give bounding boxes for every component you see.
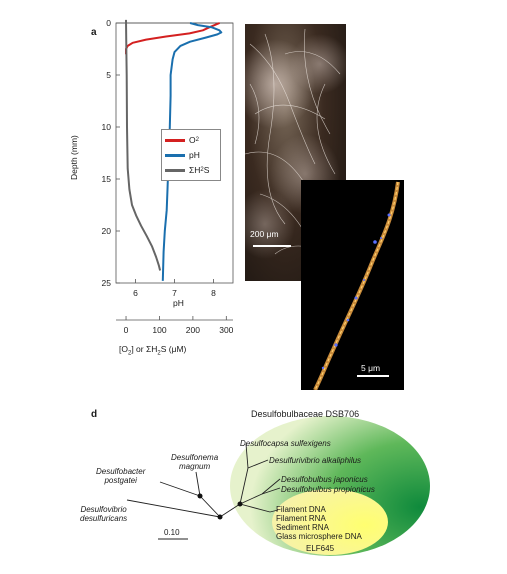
conc-ticks: 0 100 200 300: [116, 316, 234, 335]
micrograph-c: 5 μm: [301, 180, 404, 390]
ph-tick-label: 7: [172, 288, 177, 298]
clade-title: Desulfobulbaceae DSB706: [251, 409, 360, 419]
conc-tick-label: 200: [186, 325, 200, 335]
scale-label-c: 5 μm: [361, 363, 381, 373]
ph-tick-label: 6: [133, 288, 138, 298]
scale-bar-c: [357, 375, 389, 377]
cable-filament: [313, 181, 400, 390]
panel-letter-a: a: [91, 27, 97, 38]
legend-o2-swatch: [165, 138, 185, 142]
taxon-desulfocapsa: Desulfocapsa sulfexigens: [240, 439, 331, 448]
legend-ph-swatch: [165, 153, 185, 157]
legend-h2s-swatch: [165, 168, 185, 172]
tree-nodes: [197, 493, 243, 520]
phylogenetic-tree: [126, 416, 430, 556]
tree-branches: [126, 443, 281, 540]
legend-h2s: ΣH 2 S: [165, 164, 209, 176]
series-lines: [125, 19, 223, 281]
legend-ph: pH: [165, 149, 200, 161]
panel-letter-d: d: [91, 409, 98, 420]
taxon-desulfurivibrio: Desulfurivibrio alkaliphilus: [269, 456, 362, 465]
y-tick-label: 0: [106, 18, 111, 28]
y-ticks: 0 5 10 15 20 25: [102, 18, 120, 288]
clade-elf645: ELF645: [306, 544, 335, 553]
ph-axis-label: pH: [173, 298, 184, 308]
scale-bar-b: [253, 245, 291, 247]
depth-profile-chart: 0 5 10 15 20 25 6 7 8 0 100 200 300: [102, 18, 234, 335]
conc-tick-label: 100: [152, 325, 166, 335]
taxon-desulfobacter: Desulfobacter postgatei: [96, 467, 146, 485]
y-axis-label: Depth (mm): [69, 135, 79, 180]
taxon-desulfobulbus-propionicus: Desulfobulbus propionicus: [281, 485, 375, 494]
conc-tick-label: 0: [124, 325, 129, 335]
conc-axis-label: [O2] or ΣH2S (μM): [119, 344, 187, 357]
ph-ticks: 6 7 8: [133, 279, 216, 298]
series-line: [125, 19, 162, 271]
filament-texture: [245, 28, 346, 265]
micrograph-b: 200 μm: [245, 24, 346, 281]
taxon-desulfobulbus-japonicus: Desulfobulbus japonicus: [281, 475, 368, 484]
scale-label-b: 200 μm: [250, 229, 279, 239]
series-line: [161, 22, 223, 281]
clade-members: Filament DNA Filament RNA Sediment RNA G…: [276, 505, 362, 541]
y-tick-label: 10: [102, 122, 112, 132]
ph-tick-label: 8: [211, 288, 216, 298]
tree-scale-label: 0.10: [164, 528, 180, 537]
y-tick-label: 5: [106, 70, 111, 80]
taxon-desulfonema: Desulfonema magnum: [171, 453, 219, 471]
y-tick-label: 20: [102, 226, 112, 236]
conc-tick-label: 300: [219, 325, 233, 335]
y-tick-label: 15: [102, 174, 112, 184]
y-tick-label: 25: [102, 278, 112, 288]
filament-clade-shape: [272, 489, 388, 555]
taxon-desulfovibrio: Desulfovibrio desulfuricans: [80, 505, 128, 523]
